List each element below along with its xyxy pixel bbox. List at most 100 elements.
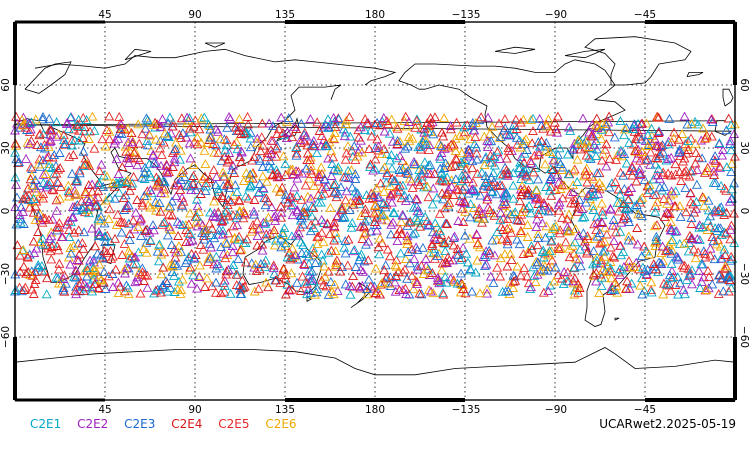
- map-frame: [13, 20, 737, 402]
- observation-marker: [292, 254, 303, 264]
- observation-marker: [221, 135, 232, 145]
- observation-marker: [430, 112, 440, 122]
- observation-marker: [136, 230, 146, 240]
- observation-marker: [234, 280, 245, 290]
- observation-marker: [211, 251, 222, 261]
- observation-marker: [622, 276, 633, 286]
- observation-marker: [176, 175, 186, 185]
- observation-marker: [44, 180, 55, 190]
- observation-marker: [229, 139, 240, 149]
- observation-marker: [415, 207, 425, 217]
- observation-marker: [54, 278, 64, 288]
- top-lon-label: 135: [275, 9, 295, 21]
- observation-marker: [623, 231, 634, 241]
- observation-marker: [28, 236, 39, 246]
- observation-marker: [618, 198, 629, 208]
- observation-marker: [512, 139, 523, 149]
- observation-marker: [102, 230, 113, 240]
- observation-marker: [180, 257, 191, 267]
- observation-marker: [540, 159, 551, 169]
- observation-marker: [78, 160, 89, 170]
- observation-marker: [270, 215, 281, 225]
- observation-marker: [30, 175, 41, 185]
- observation-marker: [100, 284, 111, 293]
- observation-marker: [40, 213, 51, 223]
- observation-marker: [589, 190, 600, 200]
- observation-marker: [397, 180, 408, 190]
- observation-marker: [238, 282, 249, 292]
- observation-marker: [363, 236, 374, 246]
- observation-marker: [97, 134, 108, 144]
- observation-marker: [253, 283, 264, 293]
- observation-marker: [549, 276, 560, 286]
- observation-marker: [373, 242, 384, 252]
- coastline: [24, 61, 72, 94]
- observation-marker: [479, 131, 490, 141]
- observation-marker: [372, 202, 383, 212]
- observation-marker: [726, 220, 737, 230]
- observation-marker: [159, 188, 170, 198]
- observation-marker: [116, 119, 127, 129]
- observation-marker: [284, 247, 295, 257]
- observation-marker: [623, 204, 634, 214]
- observation-marker: [406, 244, 417, 254]
- top-lon-label: 45: [98, 9, 111, 21]
- observation-marker: [271, 143, 282, 153]
- observation-marker: [79, 159, 90, 169]
- observation-marker: [254, 223, 265, 233]
- observation-marker: [213, 126, 223, 136]
- observation-marker: [447, 141, 458, 151]
- observation-marker: [686, 213, 697, 223]
- observation-marker: [307, 211, 317, 221]
- observation-marker: [424, 248, 435, 258]
- observation-marker: [281, 133, 292, 143]
- observation-marker: [288, 200, 299, 210]
- observation-marker: [30, 201, 41, 211]
- observation-marker: [155, 188, 166, 198]
- observation-marker: [511, 132, 522, 142]
- observation-marker: [340, 236, 351, 245]
- observation-marker: [221, 205, 232, 215]
- observation-marker: [427, 238, 438, 248]
- observation-marker: [204, 173, 215, 183]
- observation-marker: [471, 148, 482, 158]
- observation-marker: [308, 275, 319, 285]
- observation-marker: [690, 138, 701, 148]
- observation-marker: [434, 278, 445, 288]
- observation-marker: [79, 121, 90, 131]
- observation-marker: [588, 174, 599, 184]
- observation-marker: [611, 281, 622, 291]
- observation-marker: [222, 122, 233, 132]
- observation-marker: [403, 165, 414, 175]
- observation-marker: [596, 258, 606, 268]
- observation-marker: [199, 145, 210, 155]
- observation-marker: [628, 123, 638, 133]
- observation-marker: [470, 132, 481, 142]
- observation-marker: [408, 284, 419, 294]
- observation-marker: [289, 182, 300, 192]
- observation-marker: [528, 167, 539, 177]
- observation-marker: [552, 111, 563, 121]
- observation-marker: [558, 279, 569, 289]
- observation-marker: [565, 125, 576, 135]
- observation-marker: [184, 138, 195, 148]
- top-lon-label: −135: [452, 9, 481, 21]
- observation-marker: [231, 280, 242, 289]
- observation-marker: [42, 179, 53, 189]
- observation-marker: [247, 226, 257, 236]
- observation-marker: [63, 215, 74, 225]
- observation-marker: [471, 229, 482, 239]
- observation-marker: [107, 268, 118, 278]
- observation-marker: [609, 236, 619, 246]
- observation-marker: [587, 183, 598, 193]
- observation-marker: [80, 186, 91, 196]
- observation-marker: [594, 238, 605, 248]
- observation-marker: [630, 134, 641, 144]
- observation-marker: [181, 237, 192, 247]
- observation-marker: [44, 113, 55, 123]
- observation-marker: [268, 260, 279, 270]
- observation-marker: [726, 120, 737, 130]
- observation-marker: [158, 137, 169, 147]
- observation-marker: [605, 204, 616, 214]
- observation-marker: [582, 190, 593, 200]
